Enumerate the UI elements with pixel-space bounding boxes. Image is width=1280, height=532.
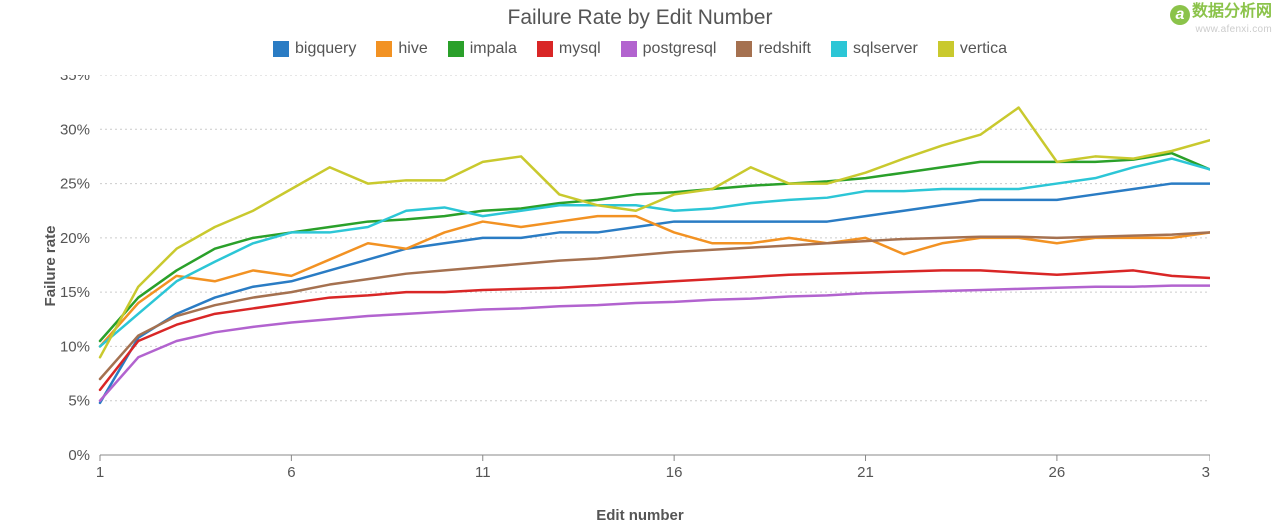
y-tick-label: 5% — [68, 393, 90, 410]
series-line-impala — [100, 153, 1210, 341]
legend-label: redshift — [758, 40, 810, 58]
legend-item-sqlserver[interactable]: sqlserver — [831, 40, 918, 58]
x-tick-label: 21 — [857, 464, 874, 481]
plot-area: 0%5%10%15%20%25%30%35%161116212630 — [100, 75, 1210, 455]
series-line-bigquery — [100, 184, 1210, 403]
legend-swatch-icon — [537, 41, 553, 57]
x-tick-label: 30 — [1202, 464, 1210, 481]
legend-swatch-icon — [273, 41, 289, 57]
chart-title: Failure Rate by Edit Number — [0, 6, 1280, 30]
chart-legend: bigquery hive impala mysql postgresql redshif… — [0, 40, 1280, 62]
x-tick-label: 6 — [287, 464, 295, 481]
legend-item-impala[interactable]: impala — [448, 40, 517, 58]
legend-label: sqlserver — [853, 40, 918, 58]
x-tick-label: 16 — [666, 464, 683, 481]
y-tick-label: 25% — [60, 176, 90, 193]
series-line-vertica — [100, 108, 1210, 358]
y-tick-label: 20% — [60, 230, 90, 247]
legend-label: bigquery — [295, 40, 356, 58]
series-line-postgresql — [100, 286, 1210, 401]
legend-swatch-icon — [448, 41, 464, 57]
legend-label: mysql — [559, 40, 601, 58]
legend-item-bigquery[interactable]: bigquery — [273, 40, 356, 58]
legend-item-hive[interactable]: hive — [376, 40, 427, 58]
legend-swatch-icon — [621, 41, 637, 57]
y-tick-label: 35% — [60, 75, 90, 84]
x-axis-label: Edit number — [0, 507, 1280, 524]
x-tick-label: 11 — [475, 464, 491, 481]
y-tick-label: 30% — [60, 121, 90, 138]
legend-swatch-icon — [376, 41, 392, 57]
legend-item-postgresql[interactable]: postgresql — [621, 40, 717, 58]
y-tick-label: 15% — [60, 284, 90, 301]
x-tick-label: 26 — [1049, 464, 1066, 481]
legend-swatch-icon — [736, 41, 752, 57]
legend-label: postgresql — [643, 40, 717, 58]
legend-label: vertica — [960, 40, 1007, 58]
legend-label: hive — [398, 40, 427, 58]
legend-swatch-icon — [938, 41, 954, 57]
x-tick-label: 1 — [96, 464, 104, 481]
chart-container: a数据分析网 www.afenxi.com Failure Rate by Ed… — [0, 0, 1280, 532]
plot-svg: 0%5%10%15%20%25%30%35%161116212630 — [45, 75, 1210, 495]
legend-item-vertica[interactable]: vertica — [938, 40, 1007, 58]
y-tick-label: 0% — [68, 447, 90, 464]
legend-item-mysql[interactable]: mysql — [537, 40, 601, 58]
legend-swatch-icon — [831, 41, 847, 57]
y-tick-label: 10% — [60, 338, 90, 355]
legend-label: impala — [470, 40, 517, 58]
legend-item-redshift[interactable]: redshift — [736, 40, 810, 58]
